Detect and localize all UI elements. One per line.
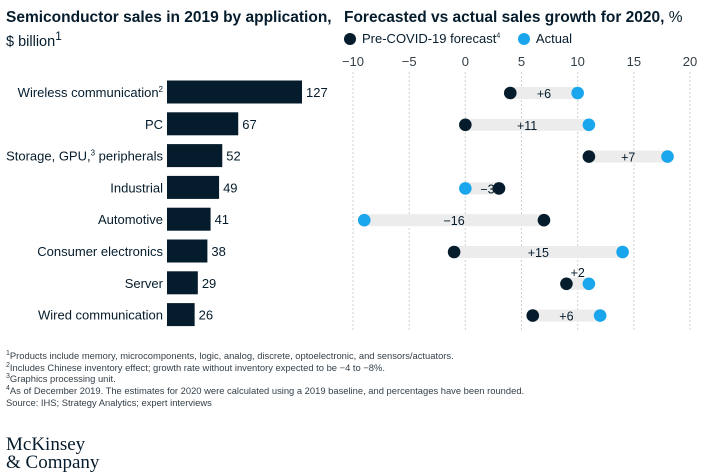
range-bar-6: [454, 246, 623, 258]
range-bar-8: [532, 309, 601, 322]
footnote-4-text: As of December 2019. The estimates for 2…: [9, 385, 525, 397]
forecast-dot-6: [447, 245, 461, 259]
footnote-1-marker: 1: [6, 349, 10, 357]
bar-1: [167, 80, 302, 104]
source-note: Source: IHS; Strategy Analytics; expert …: [6, 397, 524, 409]
footnote-1-text: Products include memory, microcomponents…: [9, 350, 454, 361]
footnote-3-marker: 3: [6, 373, 10, 381]
category-label-6: Consumer electronics: [37, 244, 163, 259]
actual-dot-4: [459, 182, 472, 195]
x-tick-label-1: −10: [342, 54, 364, 69]
legend: Pre-COVID-19 forecast4 Actual: [344, 31, 586, 46]
range-bar-2: [465, 118, 589, 131]
actual-dot-6: [616, 245, 629, 259]
legend-swatch-actual: [517, 33, 530, 45]
forecast-dot-5: [537, 213, 551, 227]
range-bar-4: [465, 182, 500, 195]
charts-svg: 127 Wireless communication2 67 PC 52 Storage,…: [6, 54, 697, 330]
actual-dot-1: [571, 86, 584, 100]
growth-diff-label-1: +6: [537, 87, 551, 101]
legend-label-forecast: Pre-COVID-19 forecast: [362, 31, 497, 46]
actual-dot-2: [582, 118, 596, 132]
footnote-2-text: Includes Chinese inventory effect; growt…: [9, 361, 385, 373]
source-text: Source: IHS; Strategy Analytics; expert …: [6, 396, 212, 408]
legend-item-forecast: Pre-COVID-19 forecast4: [344, 31, 500, 46]
logo-line-2: & Company: [6, 452, 100, 473]
footnote-3-text: Graphics processing unit.: [9, 373, 116, 385]
right-chart-title: Forecasted vs actual sales growth for 20…: [344, 9, 683, 27]
category-label-5: Automotive: [98, 212, 163, 227]
growth-diff-label-8: +6: [559, 310, 573, 324]
footnote-2: 2Includes Chinese inventory effect; grow…: [6, 362, 524, 374]
legend-note-forecast: 4: [496, 32, 501, 40]
forecast-dot-3: [582, 150, 596, 163]
bar-2: [167, 112, 239, 136]
category-label-3: Storage, GPU,3 peripherals: [6, 149, 163, 164]
actual-dot-7: [582, 277, 596, 291]
category-label-1: Wireless communication2: [18, 85, 164, 100]
bar-value-1: 127: [306, 85, 328, 100]
forecast-dot-7: [560, 277, 573, 291]
forecast-dot-8: [526, 309, 540, 322]
category-label-4: Industrial: [110, 180, 163, 195]
bar-7: [167, 271, 198, 295]
right-chart-title-text: Forecasted vs actual sales growth for 20…: [344, 9, 665, 26]
x-tick-label-2: −5: [402, 54, 417, 69]
x-tick-label-4: 5: [518, 54, 525, 69]
category-label-7: Server: [125, 276, 164, 291]
x-tick-label-6: 15: [627, 54, 641, 69]
forecast-dot-4: [492, 182, 506, 195]
legend-swatch-forecast: [344, 33, 356, 45]
footnote-1: 1Products include memory, microcomponent…: [6, 350, 524, 362]
bar-5: [167, 207, 211, 231]
footnote-4: 4As of December 2019. The estimates for …: [6, 385, 524, 397]
growth-diff-label-5: −16: [443, 214, 464, 228]
x-tick-label-7: 20: [683, 54, 697, 69]
logo-line-1: McKinsey: [6, 434, 86, 455]
range-bar-5: [364, 214, 544, 227]
actual-dot-3: [661, 150, 674, 163]
left-chart-unit-note: 1: [55, 29, 62, 43]
bar-value-4: 49: [223, 180, 237, 195]
bar-value-5: 41: [215, 212, 229, 227]
bar-value-6: 38: [211, 244, 225, 259]
growth-diff-label-7: +2: [571, 266, 585, 280]
bar-value-3: 52: [226, 149, 240, 164]
growth-diff-label-4: −3: [480, 182, 494, 196]
bar-value-2: 67: [242, 117, 256, 132]
left-chart-title: Semiconductor sales in 2019 by applicati…: [6, 9, 332, 26]
range-bar-1: [510, 87, 578, 99]
mckinsey-logo: McKinsey & Company: [6, 434, 100, 473]
growth-diff-label-6: +15: [528, 246, 549, 260]
bar-4: [167, 175, 220, 199]
bar-6: [167, 239, 208, 263]
bar-value-8: 26: [199, 308, 213, 323]
category-label-2: PC: [145, 117, 163, 132]
footnote-2-marker: 2: [6, 361, 10, 369]
left-chart-subtitle: $ billion1: [6, 29, 62, 50]
x-tick-label-3: 0: [462, 54, 469, 69]
range-bar-3: [588, 150, 668, 163]
right-chart-title-unit: %: [668, 9, 683, 26]
growth-diff-label-3: +7: [621, 151, 635, 165]
forecast-dot-2: [459, 118, 472, 132]
footnote-3: 3Graphics processing unit.: [6, 373, 524, 385]
bar-3: [167, 144, 223, 168]
range-bar-7: [566, 277, 589, 290]
legend-label-actual: Actual: [535, 31, 573, 46]
actual-dot-8: [593, 309, 607, 322]
category-label-8: Wired communication: [38, 308, 163, 323]
growth-diff-label-2: +11: [517, 119, 537, 133]
footnotes: 1Products include memory, microcomponent…: [6, 350, 524, 409]
legend-item-actual: Actual: [517, 31, 573, 46]
left-chart-unit: $ billion: [6, 33, 56, 50]
x-tick-label-5: 10: [570, 54, 584, 69]
actual-dot-5: [357, 213, 371, 227]
bar-8: [167, 303, 195, 327]
forecast-dot-1: [503, 86, 517, 100]
bar-value-7: 29: [202, 276, 216, 291]
footnote-4-marker: 4: [6, 384, 10, 392]
